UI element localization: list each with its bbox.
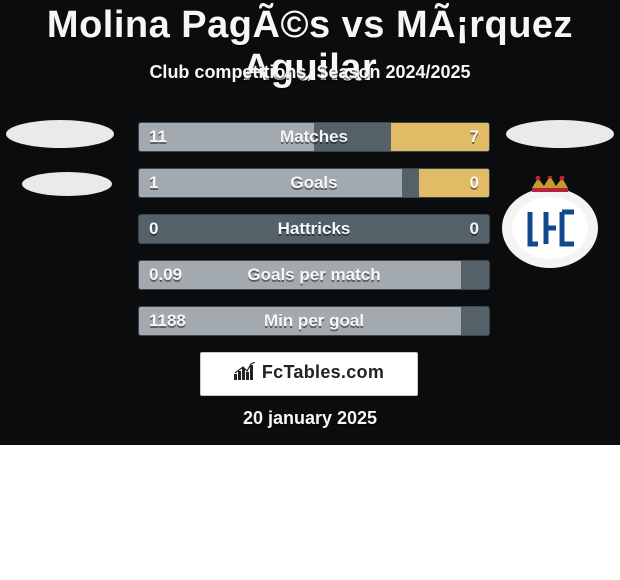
stat-value-left: 0.09: [149, 265, 182, 285]
ellipse-shape: [506, 120, 614, 148]
page-subtitle: Club competitions, Season 2024/2025: [0, 62, 620, 83]
stat-row: 10Goals: [138, 168, 490, 198]
ellipse-shape: [6, 120, 114, 148]
stat-row: 0.09Goals per match: [138, 260, 490, 290]
stat-value-right: 0: [470, 219, 479, 239]
stat-label: Hattricks: [139, 219, 489, 239]
ellipse-shape: [22, 172, 112, 196]
canvas: Molina PagÃ©s vs MÃ¡rquez Aguilar Club c…: [0, 0, 620, 580]
stat-value-right: 7: [470, 127, 479, 147]
crown-icon: [532, 176, 568, 192]
stat-bars: 117Matches10Goals00Hattricks0.09Goals pe…: [138, 122, 490, 352]
bar-fill-left: [139, 307, 461, 335]
stat-value-left: 0: [149, 219, 158, 239]
bar-fill-left: [139, 261, 461, 289]
barchart-icon: [234, 362, 256, 380]
stat-row: 117Matches: [138, 122, 490, 152]
stat-value-left: 11: [149, 127, 167, 147]
stat-row: 1188Min per goal: [138, 306, 490, 336]
player-right-silhouettes: [506, 120, 614, 172]
stat-value-right: 0: [470, 173, 479, 193]
bar-fill-left: [139, 169, 402, 197]
crest-icon: [500, 176, 600, 268]
stat-value-left: 1: [149, 173, 158, 193]
club-crest: [500, 176, 600, 268]
player-left-silhouettes: [6, 120, 114, 220]
stat-value-left: 1188: [149, 311, 186, 331]
watermark-badge: FcTables.com: [200, 352, 418, 396]
stat-row: 0 0Hattricks: [138, 214, 490, 244]
footer-date: 20 january 2025: [0, 408, 620, 429]
watermark-text: FcTables.com: [262, 362, 384, 382]
